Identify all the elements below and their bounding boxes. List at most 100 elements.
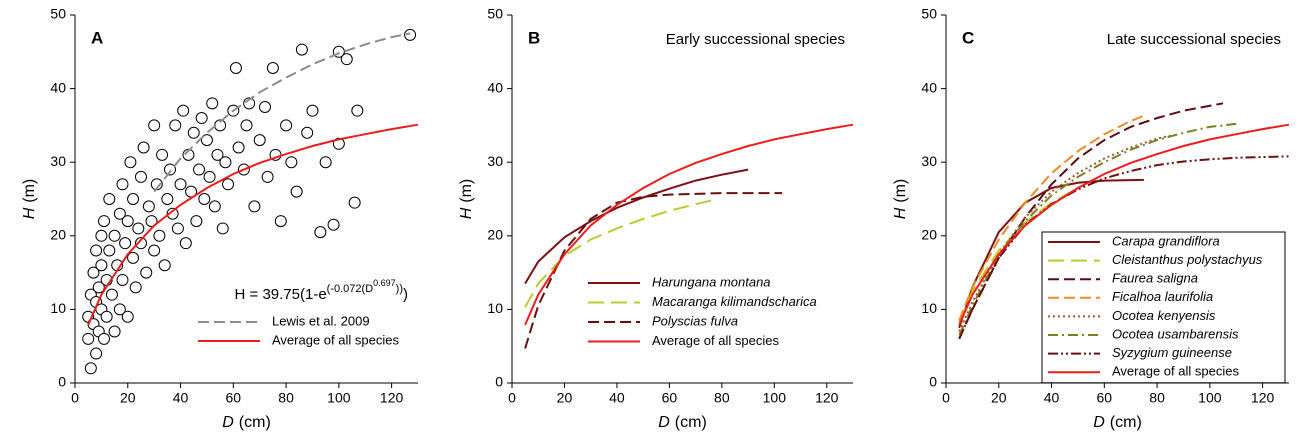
scatter-point (340, 53, 353, 66)
legend-label: Harungana montana (652, 274, 771, 289)
y-tick-label: 30 (921, 153, 937, 169)
scatter-point (129, 281, 142, 294)
scatter-point (280, 119, 293, 132)
scatter-point (166, 207, 179, 220)
y-tick-label: 40 (50, 79, 66, 95)
scatter-point (132, 222, 145, 235)
scatter-point (216, 222, 229, 235)
scatter-point (211, 148, 224, 161)
scatter-point (121, 310, 134, 323)
scatter-point (219, 156, 232, 169)
scatter-point (190, 215, 203, 228)
y-tick-label: 30 (487, 153, 503, 169)
scatter-point (124, 156, 137, 169)
x-axis-unit: (cm) (675, 414, 707, 431)
scatter-point (327, 218, 340, 231)
scatter-point (119, 237, 132, 250)
x-tick-label: 100 (1198, 390, 1222, 406)
scatter-point (229, 61, 242, 74)
scatter-point (301, 126, 314, 139)
y-tick-label: 50 (50, 6, 66, 22)
panel-title: Early successional species (666, 31, 845, 48)
x-tick-label: 120 (380, 390, 404, 406)
panel-title: Late successional species (1107, 31, 1281, 48)
scatter-point (158, 259, 171, 272)
y-tick-label: 20 (921, 227, 937, 243)
legend-label: Average of all species (1112, 364, 1239, 379)
legend-label: Ocotea usambarensis (1112, 326, 1239, 341)
curve (958, 123, 1290, 326)
scatter-point (195, 112, 208, 125)
x-tick-label: 100 (327, 390, 351, 406)
x-tick-label: 60 (662, 390, 678, 406)
scatter-point (156, 148, 169, 161)
scatter-point (113, 207, 126, 220)
x-axis-symbol: D (1093, 414, 1105, 431)
y-axis-title: H (m) (21, 179, 38, 220)
scatter-point (134, 237, 147, 250)
scatter-point (145, 215, 158, 228)
x-tick-label: 80 (278, 390, 294, 406)
scatter-point (148, 119, 161, 132)
curve (958, 114, 1145, 321)
scatter-point (153, 229, 166, 242)
x-axis-symbol: D (222, 414, 234, 431)
scatter-point (90, 347, 103, 360)
scatter-point (163, 163, 176, 176)
y-axis-unit: (m) (892, 179, 909, 203)
y-axis-title: H (m) (892, 179, 909, 220)
x-tick-label: 120 (815, 390, 839, 406)
x-axis-title: D (cm) (658, 414, 707, 431)
scatter-point (314, 226, 327, 239)
y-tick-label: 40 (921, 79, 937, 95)
scatter-point (137, 141, 150, 154)
scatter-point (198, 193, 211, 205)
legend-label: Ficalhoa laurifolia (1112, 289, 1213, 304)
y-axis-unit: (m) (458, 179, 475, 203)
y-axis-title: H (m) (458, 179, 475, 220)
scatter-point (295, 43, 308, 56)
scatter-point (206, 97, 219, 110)
y-tick-label: 10 (921, 300, 937, 316)
x-tick-label: 60 (1097, 390, 1113, 406)
y-axis-symbol: H (21, 207, 38, 219)
scatter-point (274, 215, 287, 228)
y-tick-label: 50 (921, 6, 937, 22)
scatter-point (171, 222, 184, 235)
panel-label: A (91, 28, 103, 47)
y-tick-label: 0 (929, 374, 937, 390)
scatter-point (82, 332, 95, 345)
curve (153, 32, 411, 193)
curve (958, 134, 1171, 332)
scatter-point (127, 193, 140, 205)
y-axis-symbol: H (892, 207, 909, 219)
scatter-point (87, 266, 100, 279)
y-tick-label: 10 (487, 300, 503, 316)
scatter-point (90, 244, 103, 257)
scatter-point (142, 200, 155, 213)
equation-part: ) (403, 286, 408, 303)
scatter-point (105, 288, 118, 301)
scatter-point (193, 163, 206, 176)
scatter-point (258, 101, 271, 113)
scatter-point (177, 104, 190, 117)
x-tick-label: 40 (609, 390, 625, 406)
legend-label: Cleistanthus polystachyus (1112, 252, 1263, 267)
x-tick-label: 40 (173, 390, 189, 406)
y-tick-label: 10 (50, 300, 66, 316)
scatter-point (404, 28, 417, 41)
scatter-point (140, 266, 153, 279)
x-tick-label: 80 (1149, 390, 1165, 406)
scatter-point (248, 200, 261, 213)
y-tick-label: 40 (487, 79, 503, 95)
scatter-point (319, 156, 332, 169)
x-axis-title: D (cm) (222, 414, 271, 431)
legend-label: Polyscias fulva (652, 313, 738, 328)
scatter-point (92, 281, 105, 294)
scatter-point (240, 119, 253, 132)
scatter-point (208, 200, 221, 213)
scatter-point (134, 170, 147, 183)
y-tick-label: 20 (487, 227, 503, 243)
x-tick-label: 80 (714, 390, 730, 406)
